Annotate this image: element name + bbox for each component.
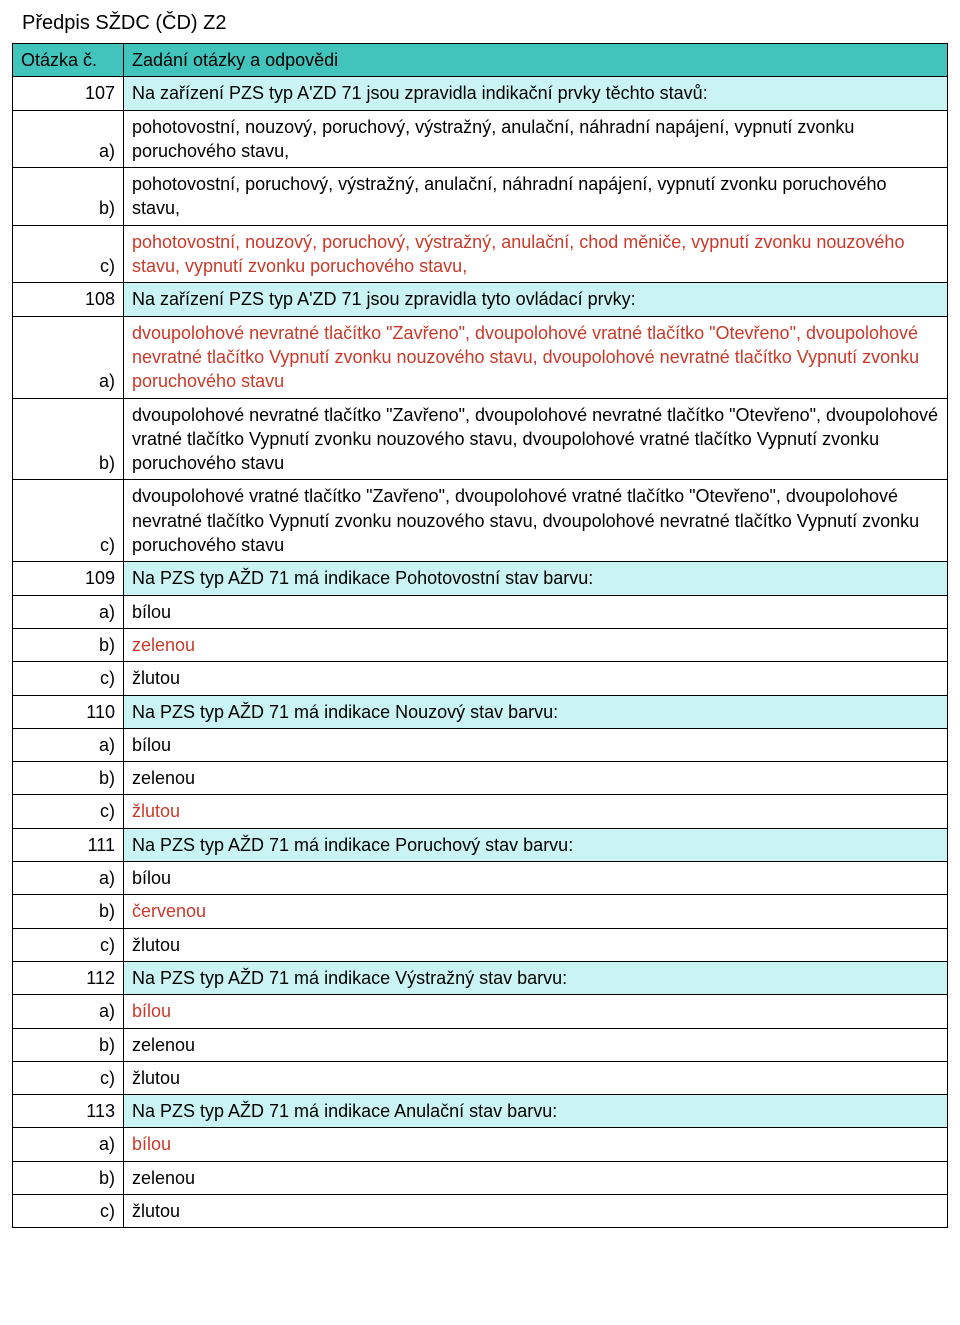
answer-row: a)bílou [13,728,948,761]
row-number: 113 [13,1095,124,1128]
answer-row: b)pohotovostní, poruchový, výstražný, an… [13,168,948,226]
answer-text: pohotovostní, poruchový, výstražný, anul… [124,168,948,226]
answer-text: zelenou [124,762,948,795]
answer-text: žlutou [124,1061,948,1094]
row-number: 107 [13,77,124,110]
row-number: a) [13,1128,124,1161]
question-row: 112Na PZS typ AŽD 71 má indikace Výstraž… [13,961,948,994]
header-col-number: Otázka č. [13,44,124,77]
answer-text: zelenou [124,1028,948,1061]
answer-row: a)bílou [13,862,948,895]
questions-table: Otázka č. Zadání otázky a odpovědi 107Na… [12,43,948,1228]
question-text: Na PZS typ AŽD 71 má indikace Poruchový … [124,828,948,861]
row-number: 111 [13,828,124,861]
row-number: b) [13,1161,124,1194]
answer-text: dvoupolohové nevratné tlačítko "Zavřeno"… [124,398,948,480]
row-number: b) [13,1028,124,1061]
row-number: c) [13,1061,124,1094]
question-row: 111Na PZS typ AŽD 71 má indikace Porucho… [13,828,948,861]
row-number: a) [13,595,124,628]
answer-text: bílou [124,1128,948,1161]
answer-text: žlutou [124,1194,948,1227]
answer-row: b)červenou [13,895,948,928]
answer-text: bílou [124,728,948,761]
answer-text: žlutou [124,662,948,695]
row-number: c) [13,928,124,961]
answer-row: b)zelenou [13,1161,948,1194]
row-number: b) [13,628,124,661]
document-title: Předpis SŽDC (ČD) Z2 [22,12,948,35]
table-header-row: Otázka č. Zadání otázky a odpovědi [13,44,948,77]
row-number: c) [13,1194,124,1227]
answer-row: c)žlutou [13,662,948,695]
answer-row: c)žlutou [13,928,948,961]
row-number: b) [13,168,124,226]
answer-row: c)žlutou [13,1061,948,1094]
answer-text: červenou [124,895,948,928]
answer-text: bílou [124,595,948,628]
answer-text: žlutou [124,795,948,828]
row-number: b) [13,398,124,480]
question-text: Na zařízení PZS typ A'ZD 71 jsou zpravid… [124,283,948,316]
row-number: c) [13,480,124,562]
answer-text: bílou [124,862,948,895]
answer-text: dvoupolohové vratné tlačítko "Zavřeno", … [124,480,948,562]
question-text: Na zařízení PZS typ A'ZD 71 jsou zpravid… [124,77,948,110]
answer-text: pohotovostní, nouzový, poruchový, výstra… [124,225,948,283]
answer-row: b)zelenou [13,628,948,661]
question-row: 110Na PZS typ AŽD 71 má indikace Nouzový… [13,695,948,728]
row-number: 108 [13,283,124,316]
answer-text: zelenou [124,1161,948,1194]
row-number: a) [13,728,124,761]
question-row: 113Na PZS typ AŽD 71 má indikace Anulačn… [13,1095,948,1128]
answer-text: zelenou [124,628,948,661]
answer-text: žlutou [124,928,948,961]
row-number: 110 [13,695,124,728]
answer-row: b)dvoupolohové nevratné tlačítko "Zavřen… [13,398,948,480]
question-row: 107Na zařízení PZS typ A'ZD 71 jsou zpra… [13,77,948,110]
answer-row: a)pohotovostní, nouzový, poruchový, výst… [13,110,948,168]
question-text: Na PZS typ AŽD 71 má indikace Anulační s… [124,1095,948,1128]
answer-row: a)bílou [13,995,948,1028]
row-number: c) [13,662,124,695]
row-number: a) [13,110,124,168]
answer-row: a)bílou [13,1128,948,1161]
answer-row: c)pohotovostní, nouzový, poruchový, výst… [13,225,948,283]
answer-row: c)dvoupolohové vratné tlačítko "Zavřeno"… [13,480,948,562]
row-number: a) [13,862,124,895]
header-col-text: Zadání otázky a odpovědi [124,44,948,77]
row-number: a) [13,316,124,398]
answer-row: c)žlutou [13,1194,948,1227]
row-number: c) [13,795,124,828]
question-text: Na PZS typ AŽD 71 má indikace Nouzový st… [124,695,948,728]
row-number: b) [13,762,124,795]
question-row: 108Na zařízení PZS typ A'ZD 71 jsou zpra… [13,283,948,316]
row-number: 109 [13,562,124,595]
row-number: b) [13,895,124,928]
row-number: c) [13,225,124,283]
row-number: a) [13,995,124,1028]
answer-text: dvoupolohové nevratné tlačítko "Zavřeno"… [124,316,948,398]
answer-row: b)zelenou [13,1028,948,1061]
question-row: 109Na PZS typ AŽD 71 má indikace Pohotov… [13,562,948,595]
answer-row: c)žlutou [13,795,948,828]
row-number: 112 [13,961,124,994]
question-text: Na PZS typ AŽD 71 má indikace Pohotovost… [124,562,948,595]
question-text: Na PZS typ AŽD 71 má indikace Výstražný … [124,961,948,994]
answer-row: a)bílou [13,595,948,628]
answer-row: b)zelenou [13,762,948,795]
answer-row: a)dvoupolohové nevratné tlačítko "Zavřen… [13,316,948,398]
answer-text: pohotovostní, nouzový, poruchový, výstra… [124,110,948,168]
answer-text: bílou [124,995,948,1028]
